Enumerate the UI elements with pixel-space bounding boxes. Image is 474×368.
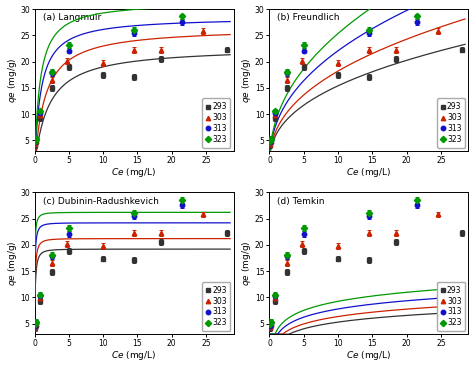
Text: (c) Dubinin-Radushkevich: (c) Dubinin-Radushkevich (43, 197, 158, 206)
Y-axis label: $qe$ (mg/g): $qe$ (mg/g) (6, 57, 18, 103)
X-axis label: $Ce$ (mg/L): $Ce$ (mg/L) (346, 350, 392, 362)
Text: (b) Freundlich: (b) Freundlich (277, 13, 340, 22)
X-axis label: $Ce$ (mg/L): $Ce$ (mg/L) (111, 166, 157, 179)
Legend: 293, 303, 313, 323: 293, 303, 313, 323 (437, 99, 465, 148)
Text: (a) Langmuir: (a) Langmuir (43, 13, 101, 22)
Legend: 293, 303, 313, 323: 293, 303, 313, 323 (202, 99, 230, 148)
Legend: 293, 303, 313, 323: 293, 303, 313, 323 (437, 282, 465, 331)
Y-axis label: $qe$ (mg/g): $qe$ (mg/g) (240, 57, 254, 103)
Legend: 293, 303, 313, 323: 293, 303, 313, 323 (202, 282, 230, 331)
X-axis label: $Ce$ (mg/L): $Ce$ (mg/L) (346, 166, 392, 179)
Text: (d) Temkin: (d) Temkin (277, 197, 325, 206)
X-axis label: $Ce$ (mg/L): $Ce$ (mg/L) (111, 350, 157, 362)
Y-axis label: $qe$ (mg/g): $qe$ (mg/g) (240, 240, 254, 286)
Y-axis label: $qe$ (mg/g): $qe$ (mg/g) (6, 240, 18, 286)
